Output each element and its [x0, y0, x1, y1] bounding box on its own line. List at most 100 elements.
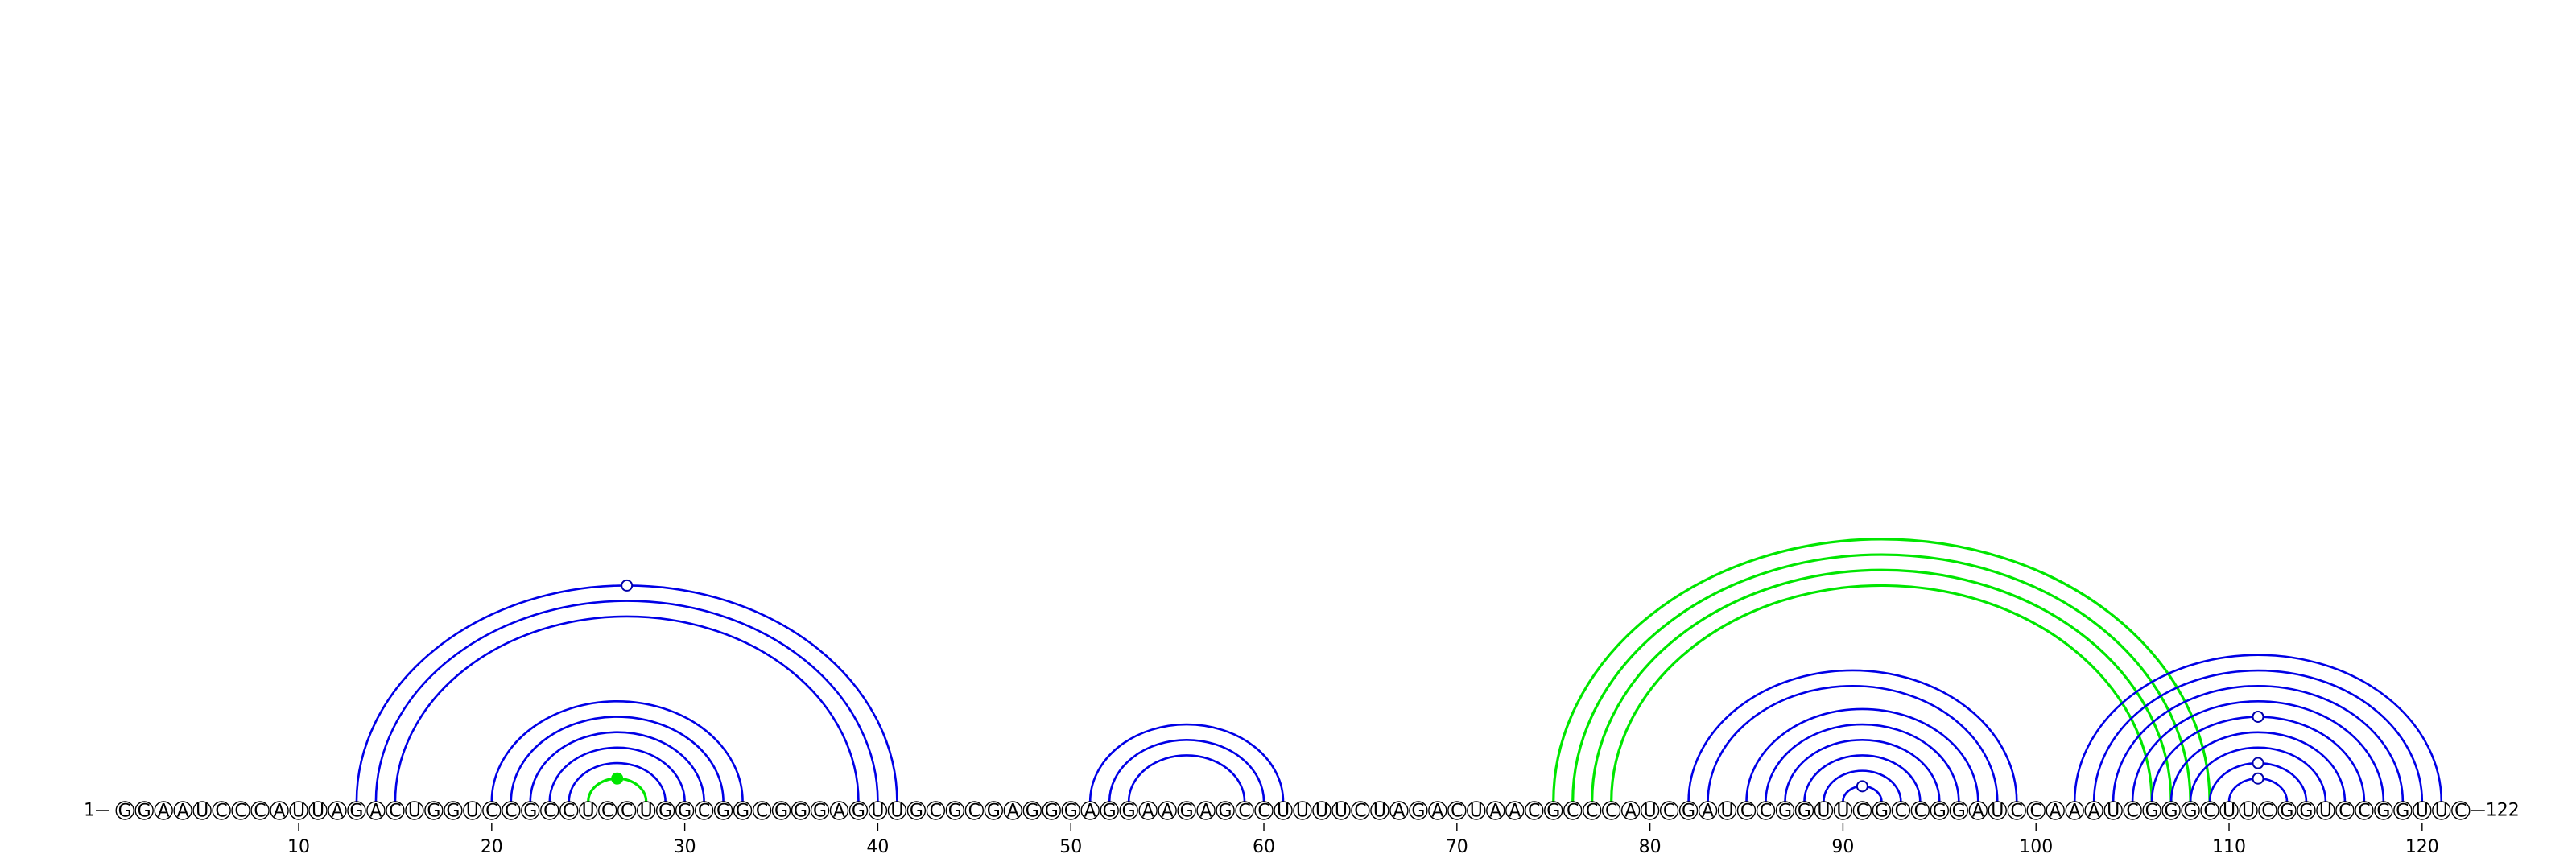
axis-tick-label: 40: [866, 837, 889, 857]
nucleotide-letter: C: [756, 802, 768, 822]
nucleotide-letter: G: [1411, 802, 1425, 822]
axis-tick-label: 20: [481, 837, 503, 857]
nucleotide-letter: C: [2203, 802, 2215, 822]
axis-tick-label: 120: [2405, 837, 2439, 857]
nucleotide-letter: C: [621, 802, 633, 822]
nucleotide-letter: C: [2358, 802, 2370, 822]
nucleotide-letter: A: [1431, 802, 1443, 822]
pair-arc-15-39: [395, 617, 859, 802]
nucleotide-letter: G: [1122, 802, 1136, 822]
nucleotide-letter: G: [2299, 802, 2313, 822]
axis-tick-label: 100: [2019, 837, 2053, 857]
nucleotide-letter: A: [1624, 802, 1637, 822]
nucleotide-letter: C: [2454, 802, 2467, 822]
nucleotide-letter: G: [948, 802, 962, 822]
axis-tick-label: 110: [2212, 837, 2246, 857]
nucleotide-letter: G: [2396, 802, 2409, 822]
nucleotide-letter: G: [716, 802, 730, 822]
nucleotide-letter: G: [678, 802, 691, 822]
nucleotide-letter: U: [1836, 802, 1849, 822]
nucleotide-letter: G: [2165, 802, 2178, 822]
nucleotide-letter: A: [369, 802, 382, 822]
nucleotide-letter: U: [1991, 802, 2004, 822]
nucleotide-letter: G: [2184, 802, 2198, 822]
pair-arc-53-59: [1129, 755, 1245, 802]
nucleotide-letter: U: [1720, 802, 1733, 822]
axis-tick-label: 70: [1446, 837, 1468, 857]
nucleotide-letter: U: [582, 802, 595, 822]
nucleotide-letter: A: [1489, 802, 1501, 822]
nucleotide-letter: C: [2011, 802, 2023, 822]
nucleotide-letter: C: [601, 802, 613, 822]
nucleotide-letter: G: [1933, 802, 1946, 822]
nucleotide-letter: C: [1586, 802, 1598, 822]
nucleotide-letter: U: [1817, 802, 1830, 822]
arc-marker: [612, 773, 622, 784]
nucleotide-letter: C: [930, 802, 942, 822]
nucleotide-letter: C: [543, 802, 555, 822]
pair-arc-82-99: [1689, 670, 2017, 802]
nucleotide-letter: G: [2376, 802, 2390, 822]
nucleotide-letter: G: [813, 802, 827, 822]
arc-marker: [2252, 758, 2263, 769]
nucleotide-letter: C: [234, 802, 246, 822]
nucleotide-letter: U: [2435, 802, 2448, 822]
nucleotide-letter: U: [2319, 802, 2332, 822]
pair-arc-22-31: [530, 732, 704, 802]
arc-marker: [1857, 781, 1868, 791]
nucleotide-letter: U: [1277, 802, 1290, 822]
nucleotide-letter: U: [292, 802, 305, 822]
position-axis: 10 20 30 40 50 60 70 80 90 100 110 120: [287, 823, 2439, 857]
nucleotide-letter: C: [563, 802, 575, 822]
nucleotide-letter: C: [2030, 802, 2042, 822]
nucleotide-letter: U: [466, 802, 479, 822]
nucleotide-letter: G: [1064, 802, 1078, 822]
nucleotide-letter: C: [1856, 802, 1868, 822]
nucleotide-letter: G: [1026, 802, 1039, 822]
nucleotide-letter: C: [1238, 802, 1250, 822]
nucleotide-letter: C: [389, 802, 401, 822]
nucleotide-letter: G: [774, 802, 788, 822]
nucleotide-letter: G: [2280, 802, 2293, 822]
nucleotide-letter: C: [1663, 802, 1675, 822]
nucleotide-letter: G: [1103, 802, 1117, 822]
nucleotide-letter: A: [1200, 802, 1212, 822]
sequence-start-label: 1: [84, 801, 95, 821]
arc-markers: [612, 580, 2263, 791]
nucleotide-letter: C: [1567, 802, 1579, 822]
nucleotide-letter: U: [2223, 802, 2235, 822]
pair-arc-88-94: [1804, 755, 1920, 802]
nucleotide-letter: C: [1914, 802, 1926, 822]
nucleotide-letter: A: [2050, 802, 2062, 822]
nucleotide-letter: A: [1972, 802, 1984, 822]
nucleotide-letter: U: [2416, 802, 2429, 822]
arc-marker: [2252, 712, 2263, 722]
nucleotide-letter: G: [1682, 802, 1695, 822]
nucleotide-letter: C: [1605, 802, 1617, 822]
nucleotide-letter: G: [794, 802, 807, 822]
nucleotide-letter: U: [1373, 802, 1386, 822]
nucleotide-letter: A: [1084, 802, 1096, 822]
nucleotide-letter: U: [890, 802, 903, 822]
nucleotide-letter: G: [1045, 802, 1059, 822]
nucleotide-letter: A: [331, 802, 343, 822]
nucleotide-letter: G: [2145, 802, 2159, 822]
nucleotide-letter: C: [968, 802, 980, 822]
nucleotide-letter: C: [485, 802, 497, 822]
nucleotide-letter: G: [1875, 802, 1889, 822]
nucleotide-letter: A: [1007, 802, 1019, 822]
nucleotide-letter: A: [2069, 802, 2081, 822]
nucleotide-letter: G: [852, 802, 865, 822]
nucleotide-letter: U: [408, 802, 421, 822]
nucleotide-letter: C: [505, 802, 517, 822]
base-pair-arcs: [357, 539, 2442, 802]
nucleotide-letter: G: [736, 802, 749, 822]
arc-marker: [2252, 773, 2263, 784]
nucleotide-letter: C: [1451, 802, 1463, 822]
nucleotide-letter: G: [1778, 802, 1792, 822]
nucleotide-letter: A: [177, 802, 189, 822]
nucleotide-letter: G: [987, 802, 1001, 822]
nucleotide-letter: C: [1257, 802, 1269, 822]
nucleotide-letter: A: [1702, 802, 1714, 822]
